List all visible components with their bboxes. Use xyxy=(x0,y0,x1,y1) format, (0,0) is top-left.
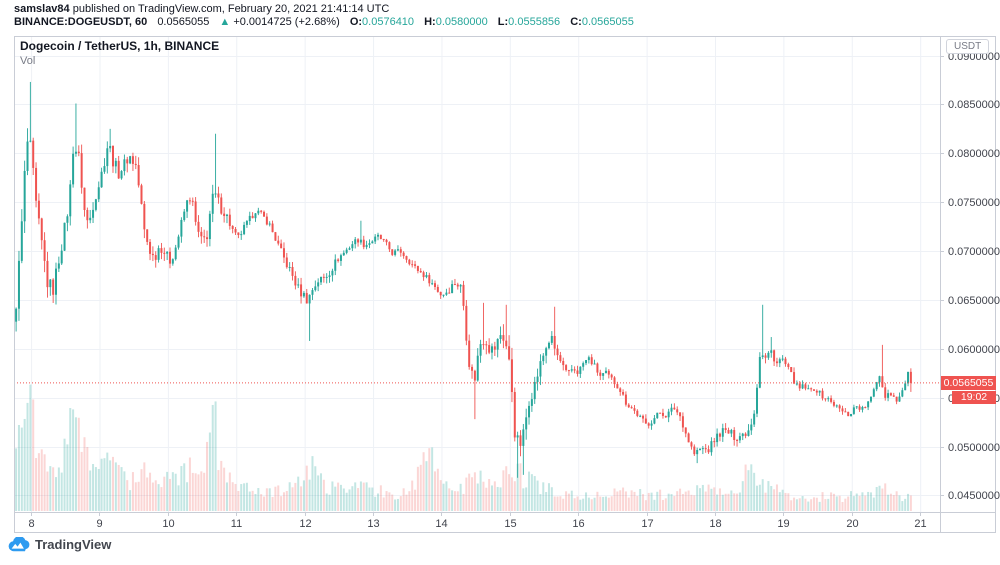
up-arrow-icon: ▲ xyxy=(219,16,231,28)
volume-layer xyxy=(15,384,912,511)
svg-text:21: 21 xyxy=(914,518,926,530)
svg-text:18: 18 xyxy=(709,518,721,530)
publish-info: samslav84 published on TradingView.com, … xyxy=(14,3,389,15)
header-change: +0.0014725 (+2.68%) xyxy=(233,16,340,28)
low-label: L: xyxy=(497,16,509,28)
svg-text:0.0900000: 0.0900000 xyxy=(948,51,1000,63)
svg-text:0.0600000: 0.0600000 xyxy=(948,344,1000,356)
close-label: C: xyxy=(570,16,582,28)
svg-text:15: 15 xyxy=(504,518,516,530)
svg-text:11: 11 xyxy=(231,518,242,530)
currency-badge: USDT xyxy=(946,39,990,54)
tradingview-logo-text: TradingView xyxy=(35,537,112,552)
svg-text:10: 10 xyxy=(162,518,174,530)
svg-text:0.0750000: 0.0750000 xyxy=(948,197,1000,209)
svg-text:17: 17 xyxy=(641,518,653,530)
svg-text:8: 8 xyxy=(28,518,34,530)
svg-text:14: 14 xyxy=(435,518,447,530)
svg-text:0.0650000: 0.0650000 xyxy=(948,295,1000,307)
username: samslav84 xyxy=(14,3,70,15)
candles-layer xyxy=(15,81,912,478)
candle-countdown-badge: 19:02 xyxy=(952,391,996,404)
symbol-ohlc-bar: BINANCE:DOGEUSDT, 60 0.0565055 ▲ +0.0014… xyxy=(14,16,634,28)
price-axis[interactable]: 0.0900000 0.0850000 0.0800000 0.0750000 0.07… xyxy=(940,51,1000,502)
svg-text:0.0500000: 0.0500000 xyxy=(948,442,1000,454)
time-axis[interactable]: 8 9 10 11 12 13 14 15 16 17 18 19 20 21 xyxy=(28,512,927,530)
svg-text:13: 13 xyxy=(367,518,379,530)
svg-text:0.0450000: 0.0450000 xyxy=(948,490,1000,502)
svg-text:9: 9 xyxy=(96,518,102,530)
svg-text:0.0850000: 0.0850000 xyxy=(948,99,1000,111)
high-value: 0.0580000 xyxy=(435,16,488,28)
svg-text:0.0700000: 0.0700000 xyxy=(948,246,1000,258)
header-last-price: 0.0565055 xyxy=(157,16,210,28)
svg-text:16: 16 xyxy=(572,518,584,530)
gridlines xyxy=(14,36,940,512)
open-label: O: xyxy=(349,16,363,28)
svg-text:0.0800000: 0.0800000 xyxy=(948,148,1000,160)
high-label: H: xyxy=(424,16,436,28)
svg-text:19: 19 xyxy=(777,518,789,530)
chart-frame xyxy=(14,36,996,533)
symbol-interval: BINANCE:DOGEUSDT, 60 xyxy=(14,16,148,28)
svg-text:12: 12 xyxy=(299,518,311,530)
publish-suffix: published on TradingView.com, February 2… xyxy=(69,3,390,15)
low-value: 0.0555856 xyxy=(508,16,561,28)
svg-text:20: 20 xyxy=(846,518,858,530)
close-value: 0.0565055 xyxy=(581,16,634,28)
tradingview-logo[interactable]: TradingView xyxy=(8,537,111,552)
open-value: 0.0576410 xyxy=(362,16,415,28)
tradingview-cloud-icon xyxy=(8,537,30,552)
last-price-badge: 0.0565055 xyxy=(941,376,996,390)
